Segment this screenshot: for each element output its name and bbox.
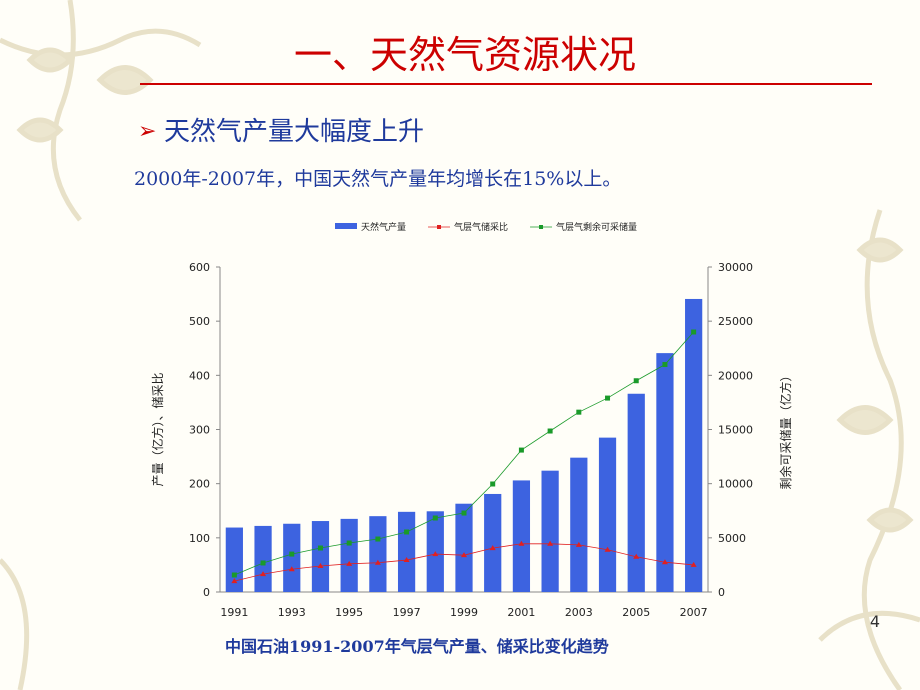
bar — [512, 480, 531, 592]
bullet-text: 天然气产量大幅度上升 — [164, 117, 424, 147]
y-tick-label: 400 — [189, 369, 210, 382]
y-axis-label: 产量（亿方）、储采比 — [150, 372, 165, 486]
marker — [260, 560, 266, 566]
x-tick-label: 1997 — [393, 606, 421, 619]
bar — [311, 521, 330, 592]
y-tick-label: 200 — [189, 478, 210, 491]
marker — [375, 536, 381, 542]
marker — [432, 551, 439, 557]
body-text: 2000年-2007年，中国天然气产量年均增长在15%以上。 — [134, 168, 621, 190]
bar — [455, 503, 473, 592]
y-tick-label: 600 — [189, 261, 210, 274]
legend-swatch — [335, 223, 357, 229]
bar — [484, 493, 502, 592]
marker — [317, 563, 324, 568]
slide-title: 一、天然气资源状况 — [294, 33, 636, 77]
x-tick-label: 1993 — [278, 606, 306, 619]
marker — [432, 515, 438, 521]
marker — [346, 560, 353, 566]
marker — [605, 395, 611, 401]
y2-tick-label: 15000 — [718, 424, 753, 437]
bar — [627, 393, 645, 592]
x-tick-label: 1991 — [220, 606, 248, 619]
page-number: 4 — [870, 612, 880, 631]
marker — [604, 546, 611, 552]
y2-tick-label: 5000 — [718, 532, 746, 545]
marker — [489, 545, 496, 551]
marker — [662, 362, 668, 367]
x-tick-label: 1999 — [450, 606, 478, 619]
marker — [690, 561, 697, 567]
marker — [576, 409, 582, 415]
x-tick-label: 2003 — [565, 606, 593, 619]
x-tick-label: 2007 — [680, 606, 708, 619]
marker — [518, 540, 525, 546]
marker — [404, 529, 410, 535]
legend-swatch — [437, 225, 442, 229]
legend-label: 天然气产量 — [361, 221, 406, 233]
marker — [288, 566, 295, 572]
marker — [633, 553, 640, 559]
marker — [691, 329, 697, 335]
legend-label: 气层气剩余可采储量 — [556, 221, 637, 233]
caption: 中国石油1991-2007年气层气产量、储采比变化趋势 — [225, 637, 609, 656]
y-tick-label: 0 — [203, 586, 210, 599]
marker — [547, 540, 554, 546]
y2-axis-label: 剩余可采储量（亿方） — [778, 369, 793, 489]
legend-label: 气层气储采比 — [454, 221, 508, 233]
bullet-arrow: ➢ — [138, 119, 156, 144]
marker — [490, 481, 496, 487]
bar — [570, 457, 588, 592]
bar — [340, 518, 358, 592]
marker — [346, 540, 352, 546]
bar — [656, 353, 674, 592]
marker — [461, 552, 467, 558]
y2-tick-label: 0 — [718, 586, 725, 599]
marker — [518, 447, 524, 453]
y-tick-label: 100 — [189, 532, 210, 545]
marker — [575, 541, 582, 547]
marker — [547, 428, 553, 434]
marker — [289, 551, 295, 557]
y2-tick-label: 20000 — [718, 369, 753, 382]
y-tick-label: 300 — [189, 424, 210, 437]
marker — [661, 559, 668, 565]
marker — [317, 545, 323, 551]
marker — [374, 559, 381, 565]
bar — [254, 525, 272, 592]
x-tick-label: 2001 — [507, 606, 535, 619]
legend-swatch — [539, 225, 544, 229]
marker — [403, 557, 410, 563]
bar — [685, 298, 703, 592]
y2-tick-label: 10000 — [718, 478, 753, 491]
x-tick-label: 2005 — [622, 606, 650, 619]
marker — [231, 572, 237, 578]
marker — [461, 510, 467, 516]
marker — [231, 578, 238, 584]
y2-tick-label: 25000 — [718, 315, 753, 328]
y2-tick-label: 30000 — [718, 261, 753, 274]
y-tick-label: 500 — [189, 315, 210, 328]
marker — [633, 378, 639, 384]
bar — [541, 470, 559, 592]
bar — [369, 516, 387, 592]
marker — [260, 571, 267, 577]
bar — [397, 511, 416, 592]
bar — [225, 527, 243, 592]
bar — [598, 437, 617, 592]
bar — [283, 523, 301, 592]
x-tick-label: 1995 — [335, 606, 363, 619]
